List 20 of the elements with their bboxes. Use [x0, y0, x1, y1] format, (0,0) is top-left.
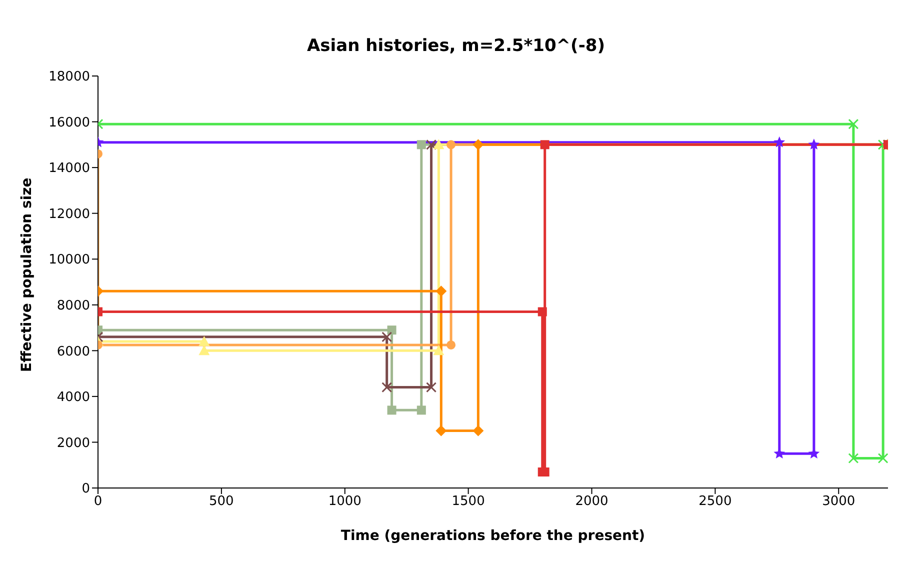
x-tick-label: 0: [94, 494, 102, 510]
y-tick-label: 18000: [48, 70, 90, 85]
x-axis-title: Time (generations before the present): [340, 528, 646, 544]
y-tick-label: 14000: [48, 161, 90, 176]
y-tick-label: 8000: [56, 298, 90, 314]
y-tick-label: 6000: [56, 344, 90, 360]
y-tick-label: 2000: [56, 436, 90, 451]
x-tick-label: 3000: [822, 494, 856, 510]
chart-title: Asian histories, m=2.5*10^(-8): [306, 35, 606, 58]
y-tick-label: 0: [82, 482, 90, 497]
y-axis-title: Effective population size: [18, 178, 35, 372]
y-tick-label: 16000: [48, 115, 90, 130]
y-tick-label: 12000: [48, 206, 90, 222]
y-tick-label: 10000: [48, 252, 90, 268]
x-tick-label: 500: [209, 494, 234, 510]
y-tick-label: 4000: [56, 390, 90, 406]
x-tick-label: 1000: [328, 494, 362, 510]
x-tick-label: 2500: [698, 494, 732, 510]
x-tick-label: 2000: [575, 494, 608, 510]
x-tick-label: 1500: [452, 494, 485, 510]
